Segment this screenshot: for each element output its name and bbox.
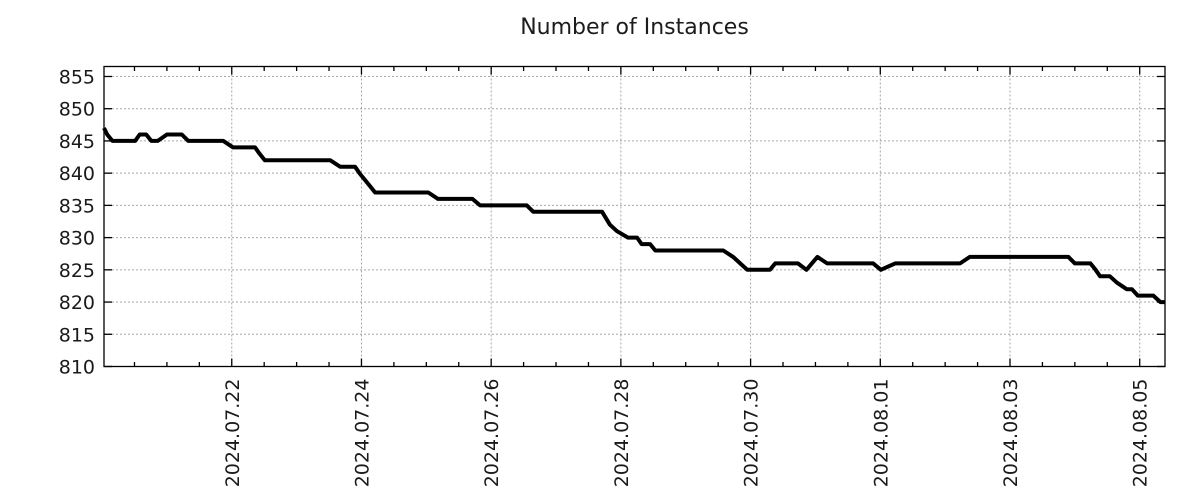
svg-text:2024.08.01: 2024.08.01 — [870, 379, 892, 488]
svg-text:815: 815 — [59, 324, 95, 346]
svg-text:2024.08.05: 2024.08.05 — [1130, 379, 1152, 488]
svg-text:2024.07.26: 2024.07.26 — [481, 379, 503, 488]
svg-text:855: 855 — [59, 66, 95, 88]
y-axis-labels: 810 815 820 825 830 835 840 845 850 855 — [59, 66, 95, 378]
svg-text:2024.07.22: 2024.07.22 — [222, 379, 244, 488]
svg-text:2024.07.24: 2024.07.24 — [351, 379, 373, 488]
svg-text:2024.07.28: 2024.07.28 — [611, 379, 633, 488]
svg-text:820: 820 — [59, 292, 95, 314]
svg-text:845: 845 — [59, 131, 95, 153]
gridlines — [104, 66, 1165, 367]
series-line — [102, 127, 1165, 305]
svg-text:825: 825 — [59, 260, 95, 282]
svg-text:2024.07.30: 2024.07.30 — [741, 379, 763, 488]
svg-text:835: 835 — [59, 195, 95, 217]
svg-text:830: 830 — [59, 228, 95, 250]
svg-text:840: 840 — [59, 163, 95, 185]
axis-ticks — [104, 66, 1165, 368]
plot-border — [103, 65, 1166, 368]
x-axis-labels: 2024.07.22 2024.07.24 2024.07.26 2024.07.28… — [222, 379, 1152, 488]
svg-text:850: 850 — [59, 99, 95, 121]
svg-text:810: 810 — [59, 357, 95, 379]
chart-title: Number of Instances — [520, 15, 749, 40]
svg-text:2024.08.03: 2024.08.03 — [1000, 379, 1022, 488]
